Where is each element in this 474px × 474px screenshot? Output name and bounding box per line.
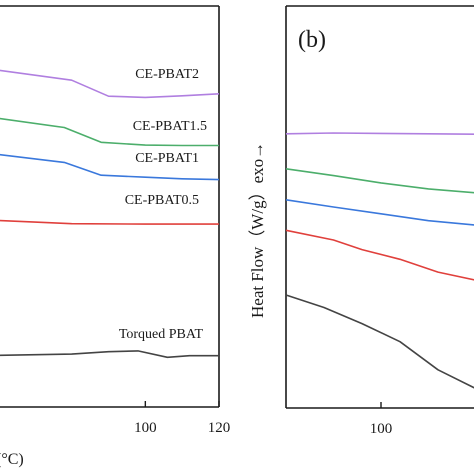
- x-tick-label-120: 120: [208, 420, 231, 436]
- right-panel: 100 (b) Heat Flow（W/g）exo→: [248, 5, 474, 437]
- series-line-ce-pbat2: [0, 69, 220, 99]
- series-label-ce-pbat2: CE-PBAT2: [135, 67, 199, 82]
- left-x-axis-label: (°C): [0, 451, 24, 468]
- right-x-ticks: 100: [370, 402, 393, 437]
- left-panel: 100 120 CE-PBAT2CE-PBAT1.5CE-PBAT1CE-PBAT…: [0, 5, 230, 468]
- series-line-curve-2: [285, 168, 474, 194]
- series-label-torqued-pbat: Torqued PBAT: [119, 327, 204, 342]
- right-panel-title: (b): [298, 27, 326, 53]
- x-tick-label-100: 100: [370, 421, 393, 437]
- series-line-torqued-pbat: [0, 350, 219, 359]
- left-series-lines: [0, 69, 220, 359]
- left-x-ticks: 100 120: [134, 401, 230, 436]
- series-line-curve-3: [285, 199, 474, 226]
- series-line-ce-pbat1: [0, 153, 220, 181]
- series-line-curve-5: [285, 294, 474, 389]
- series-label-ce-pbat1-5: CE-PBAT1.5: [133, 119, 207, 134]
- series-label-ce-pbat1: CE-PBAT1: [135, 151, 199, 166]
- series-label-ce-pbat0-5: CE-PBAT0.5: [125, 193, 199, 208]
- x-tick-label-100: 100: [134, 420, 157, 436]
- series-line-ce-pbat0-5: [0, 219, 219, 225]
- right-series-lines: [285, 132, 474, 389]
- series-line-ce-pbat1-5: [0, 117, 219, 147]
- right-y-axis-label: Heat Flow（W/g）exo→: [248, 142, 267, 318]
- left-series-labels: CE-PBAT2 CE-PBAT1.5 CE-PBAT1 CE-PBAT0.5 Torq…: [119, 67, 207, 342]
- series-line-curve-1: [285, 132, 474, 135]
- series-line-curve-4: [285, 229, 474, 281]
